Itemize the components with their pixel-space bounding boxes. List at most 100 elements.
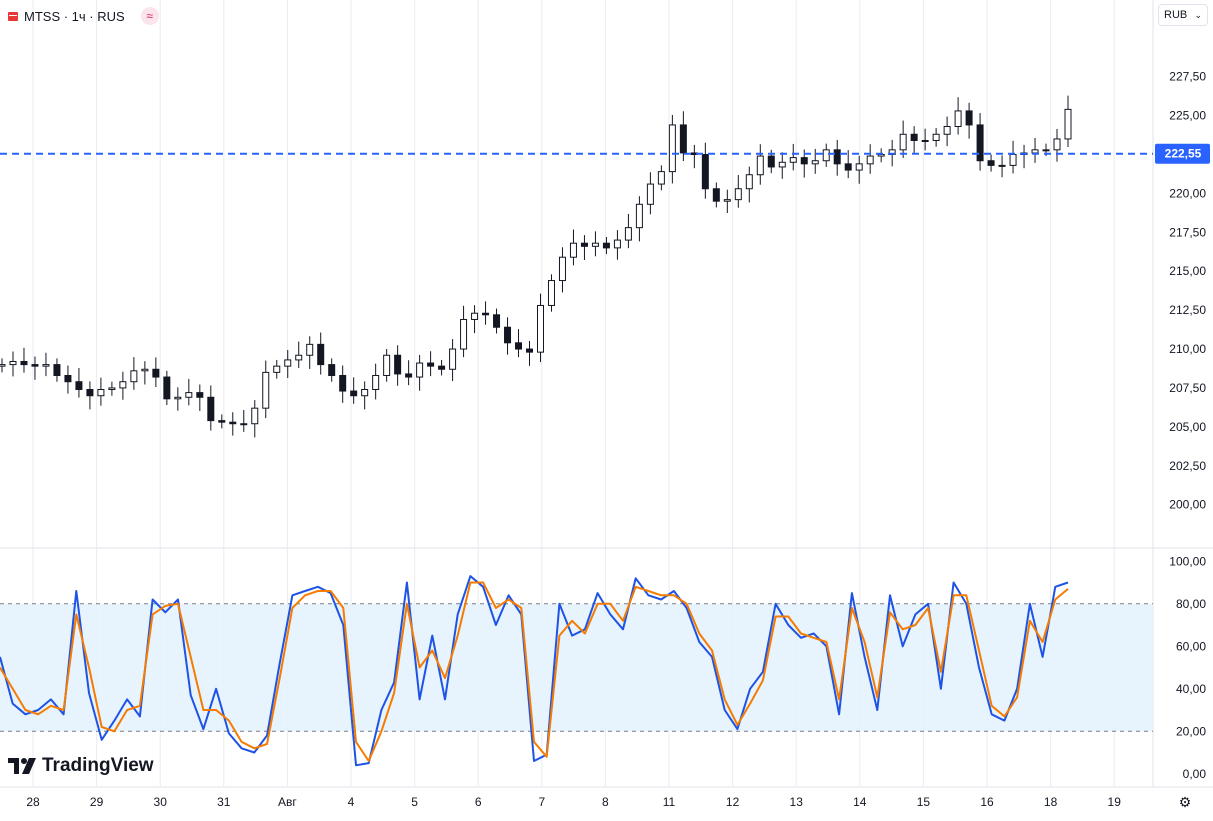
candle-body <box>152 368 160 378</box>
candle-body <box>317 343 325 366</box>
candle-body <box>778 161 786 168</box>
candle-body <box>1064 108 1072 140</box>
candle-body <box>295 354 303 361</box>
candle-body <box>558 256 566 282</box>
candle-body <box>504 326 512 344</box>
tv-logo-icon <box>8 758 36 774</box>
candle-body <box>438 365 446 370</box>
candle-body <box>460 318 468 350</box>
osc-tick-label: 20,00 <box>1176 724 1206 738</box>
candle-body <box>800 157 808 165</box>
candle-body <box>394 354 402 375</box>
price-tick-label: 207,50 <box>1169 381 1206 395</box>
x-tick-label: 15 <box>917 795 931 809</box>
candle-body <box>207 396 215 422</box>
x-tick-label: 28 <box>26 795 40 809</box>
x-tick-label: 8 <box>602 795 609 809</box>
candle-body <box>745 174 753 190</box>
candle-body <box>613 239 621 249</box>
candle-body <box>811 160 819 165</box>
candle-body <box>657 171 665 185</box>
last-price-badge <box>1155 143 1210 164</box>
candle-body <box>855 163 863 171</box>
candle-body <box>767 155 775 168</box>
candle-body <box>1009 154 1017 166</box>
chevron-down-icon: ⌄ <box>1194 9 1202 20</box>
candle-body <box>141 368 149 372</box>
candle-body <box>471 312 479 320</box>
approx-icon[interactable]: ≈ <box>140 7 159 25</box>
candle-body <box>910 133 918 141</box>
settings-icon[interactable]: ⚙ <box>1178 793 1192 810</box>
candle-body <box>679 124 687 154</box>
candle-body <box>119 381 127 389</box>
stoch-d-line <box>0 581 1069 762</box>
price-tick-label: 217,50 <box>1169 225 1206 239</box>
candle-body <box>580 242 588 247</box>
candle-body <box>602 242 610 249</box>
x-tick-label: 4 <box>348 795 355 809</box>
candle-body <box>1053 138 1061 151</box>
price-tick-label: 210,00 <box>1169 342 1206 356</box>
candle-body <box>251 407 259 425</box>
candle-body <box>86 388 94 397</box>
candle-body <box>174 396 182 400</box>
price-tick-label: 200,00 <box>1169 498 1206 512</box>
candle-body <box>427 362 435 367</box>
symbol-title[interactable]: MTSS · 1ч · RUS <box>24 8 125 24</box>
candle-body <box>822 149 830 162</box>
x-tick-label: 14 <box>853 795 867 809</box>
candle-body <box>185 392 193 398</box>
candle-body <box>943 125 951 135</box>
candle-body <box>965 110 973 126</box>
candle-body <box>569 242 577 258</box>
candle-body <box>734 188 742 201</box>
x-tick-label: 30 <box>154 795 168 809</box>
currency-select[interactable]: RUB ⌄ <box>1158 4 1208 26</box>
candle-body <box>635 203 643 229</box>
x-tick-label: 11 <box>663 795 676 809</box>
candle-body <box>350 390 358 397</box>
candle-body <box>866 155 874 165</box>
candle-body <box>53 364 61 376</box>
candle-body <box>723 199 731 202</box>
osc-tick-label: 100,00 <box>1169 554 1206 568</box>
candle-body <box>482 312 490 316</box>
price-tick-label: 202,50 <box>1169 459 1206 473</box>
candle-body <box>932 133 940 141</box>
brand-name: TradingView <box>42 755 154 776</box>
candle-body <box>163 376 171 400</box>
candle-body <box>526 348 534 353</box>
candle-body <box>64 374 72 383</box>
candle-body <box>668 124 676 173</box>
candle-body <box>1042 149 1050 152</box>
candle-body <box>130 370 138 383</box>
candle-body <box>536 304 544 353</box>
osc-tick-label: 40,00 <box>1176 682 1206 696</box>
candle-body <box>328 364 336 376</box>
candle-body <box>218 420 226 423</box>
candle-body <box>75 381 83 390</box>
candle-body <box>877 154 885 157</box>
candle-body <box>954 110 962 127</box>
osc-tick-label: 80,00 <box>1176 597 1206 611</box>
candle-body <box>701 154 709 190</box>
tradingview-logo[interactable]: TradingView <box>8 754 154 778</box>
candle-body <box>515 342 523 350</box>
price-tick-label: 212,50 <box>1169 303 1206 317</box>
candle-body <box>416 362 424 378</box>
x-tick-label: 5 <box>411 795 418 809</box>
x-tick-label: 6 <box>475 795 482 809</box>
x-tick-label: 16 <box>980 795 994 809</box>
candle-body <box>833 149 841 165</box>
last-price-label: 222,55 <box>1165 147 1202 161</box>
candle-body <box>306 343 314 356</box>
candle-body <box>339 374 347 392</box>
candle-body <box>262 371 270 409</box>
candle-body <box>712 188 720 202</box>
price-tick-label: 215,00 <box>1169 264 1206 278</box>
x-tick-label: 18 <box>1044 795 1058 809</box>
candle-body <box>383 354 391 376</box>
candle-body <box>0 364 6 367</box>
